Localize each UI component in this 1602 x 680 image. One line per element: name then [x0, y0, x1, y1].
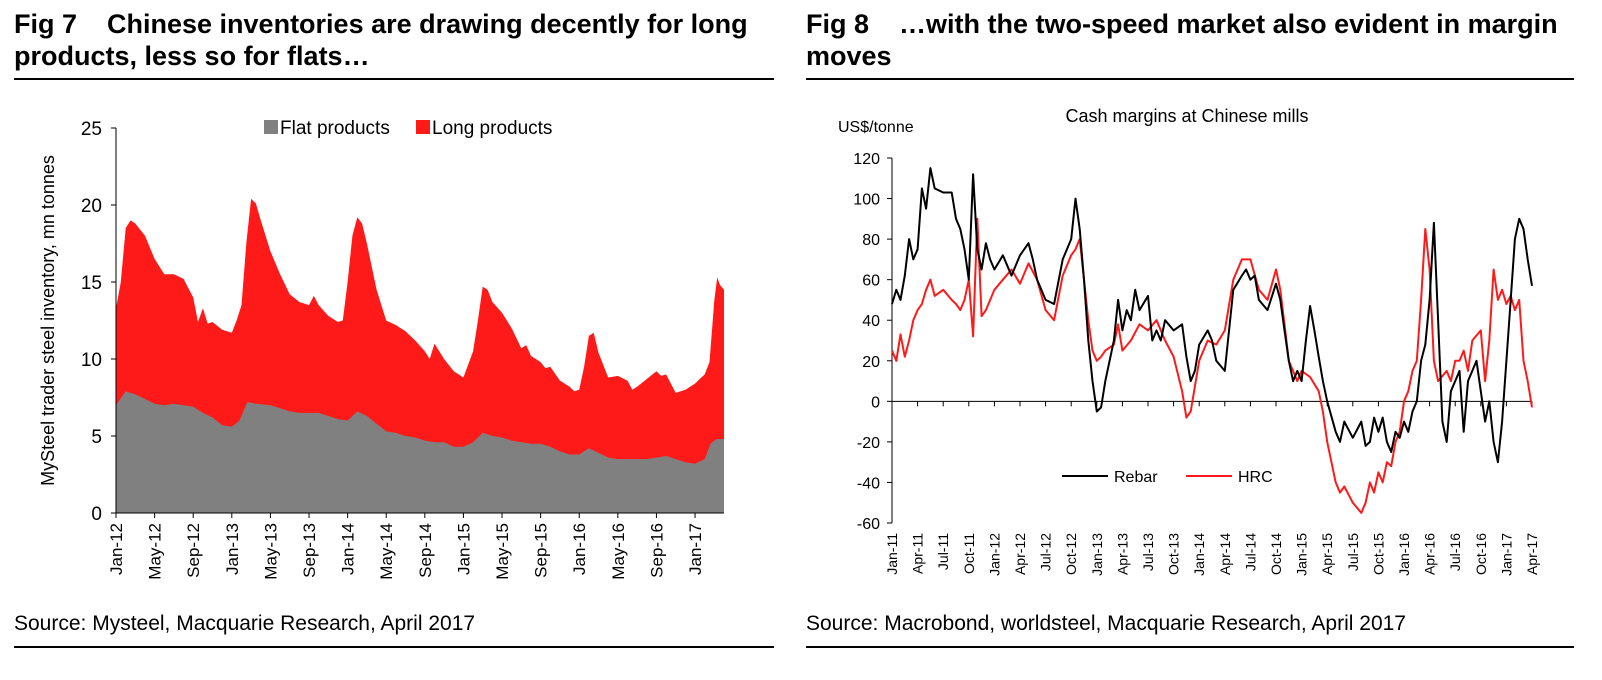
- figure-7-bottom-rule: [14, 646, 774, 648]
- x-tick-label: May-14: [377, 523, 396, 580]
- x-tick-label: Oct-12: [1063, 533, 1079, 575]
- x-tick-label: Jan-12: [986, 533, 1002, 576]
- y-axis-label: MySteel trader steel inventory, mn tonne…: [38, 155, 58, 486]
- figure-8-title: Fig 8 …with the two-speed market also ev…: [806, 9, 1566, 71]
- figure-8-bottom-rule: [806, 646, 1574, 648]
- x-tick-label: Oct-14: [1268, 533, 1284, 575]
- x-tick-label: Apr-11: [910, 533, 926, 574]
- x-tick-label: Apr-12: [1012, 533, 1028, 575]
- figure-7-chart: 0 5 10 15 20 25 Jan-12 May-12 Sep-12 Jan-13 May-13…: [38, 118, 724, 580]
- y-axis-unit-label: US$/tonne: [838, 119, 914, 136]
- y-tick-label: 60: [862, 273, 880, 290]
- x-tick-label: May-13: [261, 523, 280, 580]
- y-tick-label: 80: [862, 232, 880, 249]
- legend-label-rebar: Rebar: [1114, 469, 1158, 486]
- chart-title: Cash margins at Chinese mills: [1065, 106, 1308, 126]
- x-tick-label: Sep-13: [300, 523, 319, 578]
- y-tick-label: 15: [81, 273, 102, 294]
- y-tick-label: 0: [871, 394, 880, 411]
- x-tick-label: Oct-11: [961, 533, 977, 574]
- x-tick-label: Apr-13: [1114, 533, 1130, 575]
- x-tick-label: Jul-11: [935, 533, 951, 570]
- series-line-rebar: [891, 167, 1533, 464]
- x-tick-label: Jul-13: [1140, 533, 1156, 571]
- x-tick-label: Jul-12: [1038, 533, 1054, 571]
- x-tick-label: Sep-15: [532, 523, 551, 578]
- legend-swatch-long: [416, 120, 430, 134]
- x-tick-label: Apr-14: [1217, 533, 1233, 575]
- x-tick-label: Oct-16: [1473, 533, 1489, 575]
- x-tick-label: Jan-17: [686, 523, 705, 575]
- legend-swatch-flat: [264, 120, 278, 134]
- x-tick-label: Jan-15: [1294, 533, 1310, 576]
- y-tick-label: 0: [91, 504, 102, 525]
- figure-7-title: Fig 7 Chinese inventories are drawing de…: [14, 9, 756, 71]
- y-tick-label: 5: [91, 427, 102, 448]
- x-tick-label: Jul-15: [1345, 533, 1361, 571]
- x-tick-label: Jan-13: [1089, 533, 1105, 576]
- y-tick-label: 10: [81, 350, 102, 371]
- y-tick-label: -40: [857, 475, 880, 492]
- x-tick-label: May-16: [609, 523, 628, 580]
- x-tick-label: Jan-15: [454, 523, 473, 575]
- x-tick-label: Jul-16: [1447, 533, 1463, 571]
- legend-label-long: Long products: [432, 118, 552, 139]
- x-tick-label: Jan-17: [1498, 533, 1514, 576]
- figure-8-chart: Cash margins at Chinese mills US$/tonne -6…: [838, 106, 1540, 576]
- y-tick-label: 40: [862, 313, 880, 330]
- y-tick-label: 120: [853, 151, 880, 168]
- flat-products-area: [116, 391, 724, 513]
- y-tick-label: 20: [81, 196, 102, 217]
- x-tick-label: Jan-11: [884, 533, 900, 575]
- x-tick-label: Jan-14: [1191, 533, 1207, 576]
- figure-8-source: Source: Macrobond, worldsteel, Macquarie…: [806, 612, 1406, 635]
- legend-label-hrc: HRC: [1238, 469, 1273, 486]
- figure-8-panel: Fig 8 …with the two-speed market also ev…: [806, 0, 1574, 680]
- x-tick-label: Apr-15: [1319, 533, 1335, 575]
- figure-7-panel: Fig 7 Chinese inventories are drawing de…: [14, 0, 774, 680]
- x-tick-label: Sep-12: [184, 523, 203, 578]
- x-tick-label: Jan-16: [1396, 533, 1412, 576]
- x-tick-label: Jan-12: [107, 523, 126, 575]
- x-tick-label: Apr-17: [1524, 533, 1540, 575]
- figure-8-title-rule: [806, 78, 1574, 80]
- x-tick-label: Jul-14: [1242, 533, 1258, 571]
- x-tick-label: May-12: [146, 523, 165, 580]
- legend-label-flat: Flat products: [280, 118, 390, 139]
- x-tick-label: May-15: [493, 523, 512, 580]
- y-tick-label: 100: [853, 192, 880, 209]
- x-tick-label: Jan-14: [339, 523, 358, 575]
- figure-7-title-rule: [14, 78, 774, 80]
- y-tick-label: 20: [862, 354, 880, 371]
- x-tick-label: Apr-16: [1422, 533, 1438, 575]
- y-tick-label: -20: [857, 435, 880, 452]
- x-tick-label: Oct-15: [1370, 533, 1386, 575]
- figure-7-source: Source: Mysteel, Macquarie Research, Apr…: [14, 612, 476, 635]
- series-line-hrc: [891, 217, 1533, 514]
- y-tick-label: 25: [81, 119, 102, 140]
- y-tick-label: -60: [857, 516, 880, 533]
- x-tick-label: Oct-13: [1166, 533, 1182, 575]
- x-tick-label: Jan-13: [223, 523, 242, 575]
- x-tick-label: Sep-14: [416, 523, 435, 578]
- x-tick-label: Jan-16: [570, 523, 589, 575]
- x-tick-label: Sep-16: [647, 523, 666, 578]
